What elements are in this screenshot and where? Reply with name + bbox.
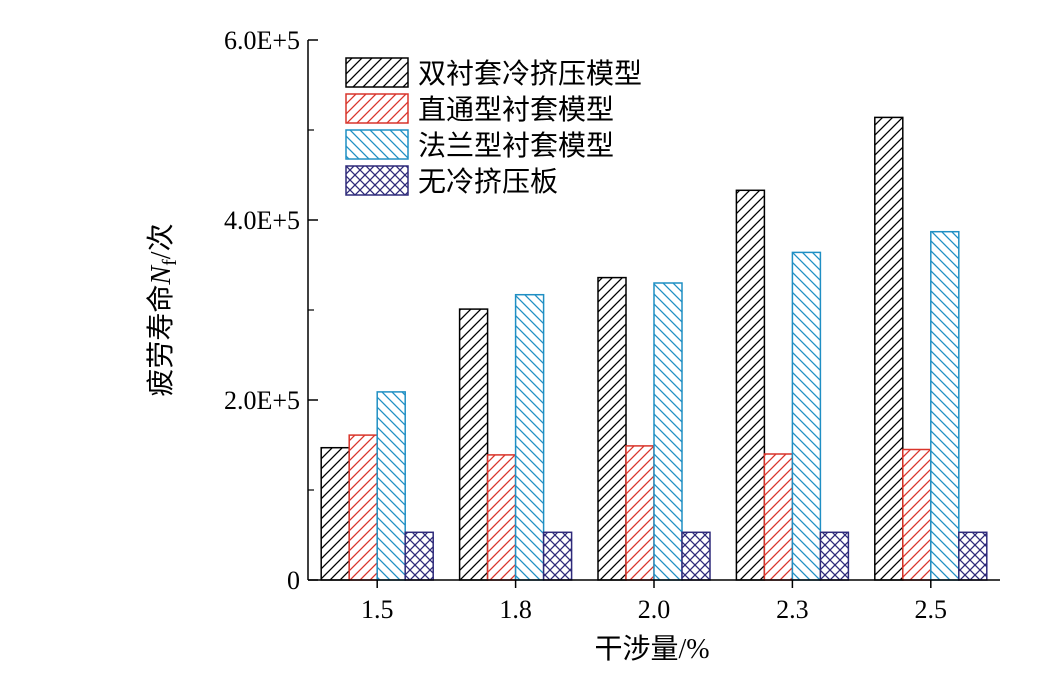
bar-1.5-series-4 bbox=[404, 531, 434, 581]
bars-layer bbox=[320, 116, 988, 581]
x-tick-label: 1.5 bbox=[361, 595, 394, 624]
bar-2.3-series-1 bbox=[735, 189, 766, 581]
bar-1.8-series-1 bbox=[458, 308, 489, 581]
y-axis-title-symbol: N bbox=[146, 265, 177, 286]
legend-label: 法兰型衬套模型 bbox=[418, 130, 614, 162]
y-axis-title-subscript: f bbox=[159, 259, 181, 266]
y-axis-title-prefix: 疲劳寿命 bbox=[145, 285, 177, 397]
bar-2.3-series-4 bbox=[819, 531, 850, 581]
bar-2.0-series-4 bbox=[681, 531, 711, 581]
y-tick-label: 0 bbox=[287, 566, 300, 595]
bar-1.5-series-1 bbox=[320, 446, 350, 581]
legend-label: 无冷挤压板 bbox=[418, 166, 558, 198]
bar-2.3-series-2 bbox=[763, 453, 794, 581]
x-tick-label: 2.3 bbox=[776, 595, 809, 624]
axes-layer: 0 2.0E+5 4.0E+5 6.0E+5 1.5 1.8 2.0 2.3 2.5 bbox=[224, 26, 1000, 624]
y-axis-title: 疲劳寿命Nf/次 bbox=[145, 223, 181, 396]
bar-1.5-series-3 bbox=[376, 391, 406, 581]
legend-label: 直通型衬套模型 bbox=[418, 94, 614, 126]
bar-1.8-series-3 bbox=[514, 293, 545, 581]
y-tick-label: 4.0E+5 bbox=[224, 206, 300, 235]
legend-swatch bbox=[345, 165, 409, 196]
bar-1.5-series-2 bbox=[348, 434, 378, 581]
bar-2.0-series-3 bbox=[653, 282, 683, 581]
x-tick-label: 2.0 bbox=[638, 595, 671, 624]
legend-label: 双衬套冷挤压模型 bbox=[418, 58, 642, 90]
bar-1.8-series-2 bbox=[486, 454, 517, 581]
bar-2.5-series-3 bbox=[930, 230, 960, 581]
bar-1.8-series-4 bbox=[542, 531, 573, 581]
y-tick-label: 6.0E+5 bbox=[224, 26, 300, 55]
x-tick-label: 2.5 bbox=[915, 595, 948, 624]
y-tick-label: 2.0E+5 bbox=[224, 386, 300, 415]
bar-2.0-series-1 bbox=[597, 276, 627, 581]
y-axis-title-suffix: /次 bbox=[145, 223, 177, 259]
legend-swatch bbox=[345, 129, 409, 160]
bar-2.5-series-1 bbox=[874, 116, 904, 581]
legend-swatch bbox=[345, 93, 409, 124]
x-tick-label: 1.8 bbox=[499, 595, 532, 624]
bar-2.3-series-3 bbox=[791, 251, 822, 581]
bar-2.5-series-4 bbox=[958, 531, 988, 581]
bar-2.0-series-2 bbox=[625, 445, 655, 581]
x-axis-title: 干涉量/% bbox=[594, 633, 709, 665]
legend-swatch bbox=[345, 57, 409, 88]
bar-2.5-series-2 bbox=[902, 448, 932, 581]
